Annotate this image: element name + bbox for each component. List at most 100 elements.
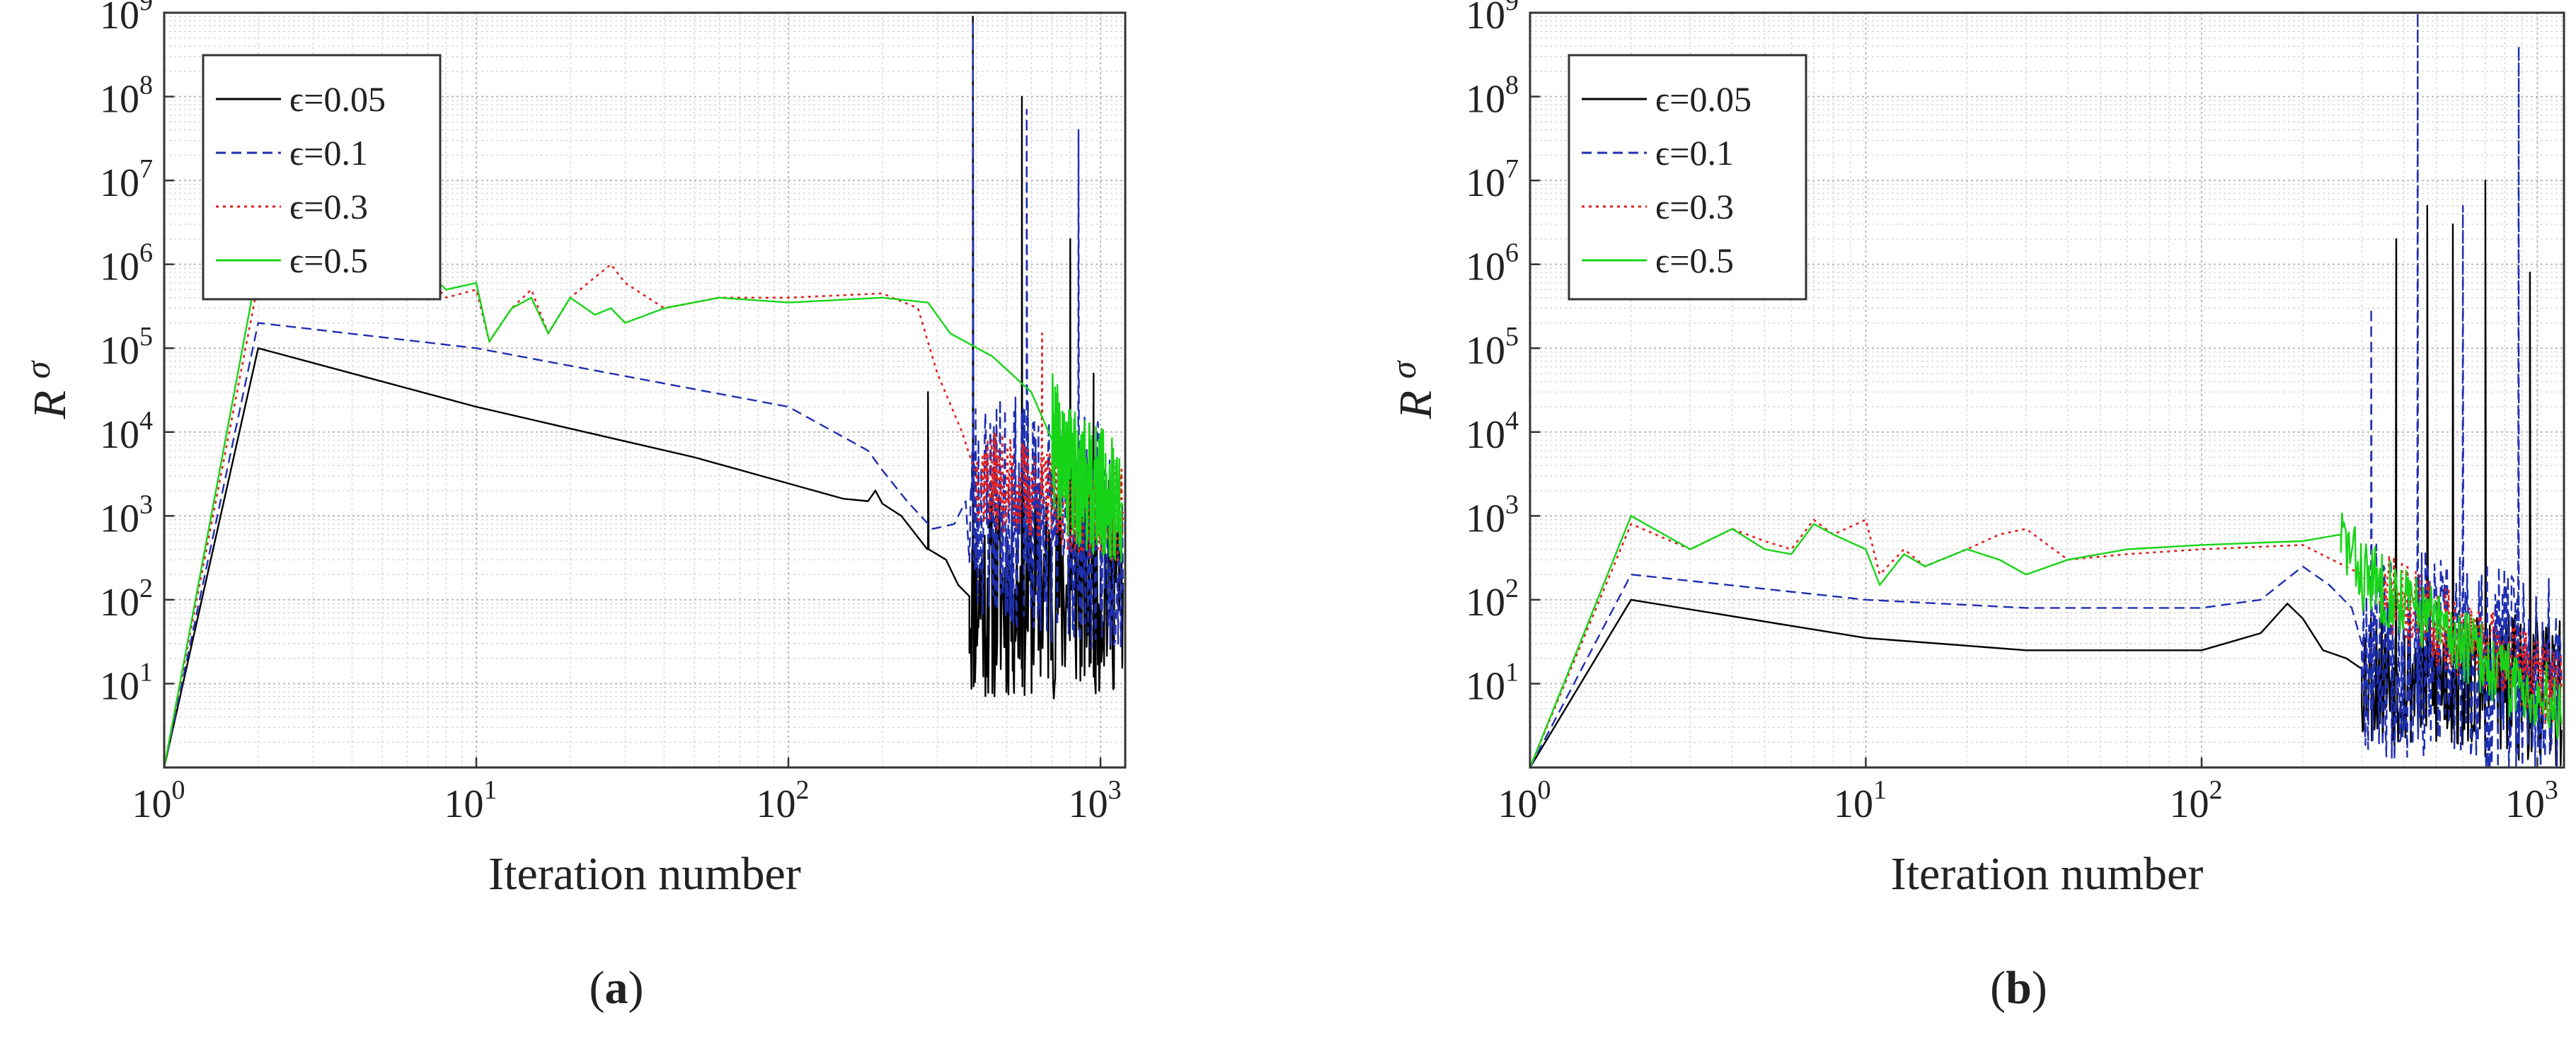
x-axis-label-a: Iteration number [488, 848, 801, 900]
x-tick-label: 100 [132, 775, 185, 826]
x-tick-base: 10 [132, 782, 172, 826]
panel-letter-b: b [2006, 962, 2032, 1014]
legend-label-a-0: ϵ=0.05 [289, 79, 386, 119]
x-tick-exponent: 2 [796, 775, 810, 805]
legend-label-a-2: ϵ=0.3 [289, 187, 368, 226]
y-tick-exponent: 7 [1505, 154, 1519, 184]
y-tick-base: 10 [100, 245, 139, 289]
y-tick-exponent: 4 [1505, 406, 1519, 436]
legend-label-b-3: ϵ=0.5 [1655, 241, 1734, 280]
y-tick-base: 10 [100, 497, 139, 540]
x-tick-label: 103 [1069, 775, 1122, 826]
y-tick-exponent: 9 [1505, 0, 1519, 16]
y-tick-exponent: 6 [1505, 238, 1519, 268]
y-tick-label: 109 [100, 0, 153, 37]
y-tick-label: 108 [1466, 71, 1519, 122]
panel-label-open-a: ( [590, 962, 605, 1014]
y-tick-exponent: 2 [139, 574, 153, 603]
plot-frame-b [1529, 11, 2565, 769]
y-tick-base: 10 [100, 664, 139, 708]
y-tick-label: 107 [100, 154, 153, 205]
y-tick-exponent: 2 [1505, 574, 1519, 603]
y-tick-label: 106 [100, 238, 153, 289]
plot-area-a [163, 16, 1125, 768]
y-tick-base: 10 [100, 581, 139, 625]
grid-b [1529, 13, 2564, 768]
panel-label-close-a: ) [628, 962, 644, 1014]
x-tick-label: 103 [2505, 775, 2558, 826]
y-tick-base: 10 [1466, 581, 1505, 625]
x-tick-exponent: 1 [1873, 775, 1887, 805]
y-tick-base: 10 [1466, 329, 1505, 373]
y-axis-label-main-b: R [1390, 390, 1442, 419]
y-axis-label-subscript-b: σ [1384, 359, 1423, 378]
legend-label-b-2: ϵ=0.3 [1655, 187, 1734, 226]
x-tick-base: 10 [444, 782, 484, 826]
y-tick-exponent: 3 [1505, 489, 1519, 519]
x-tick-base: 10 [2505, 782, 2545, 826]
y-tick-label: 101 [100, 657, 153, 708]
y-tick-label: 109 [1466, 0, 1519, 37]
x-tick-exponent: 3 [1108, 775, 1122, 805]
legend-items-b: ϵ=0.05 ϵ=0.1 ϵ=0.3 ϵ=0.5 [1582, 79, 1752, 280]
x-tick-exponent: 0 [172, 775, 185, 805]
y-tick-base: 10 [1466, 245, 1505, 289]
y-tick-label: 104 [1466, 406, 1519, 457]
legend-box-a [202, 54, 442, 301]
series-line-a-1 [163, 20, 1124, 768]
y-tick-base: 10 [1466, 413, 1505, 457]
series-line-b-3 [1529, 512, 2563, 768]
x-tick-label: 101 [444, 775, 498, 826]
x-tick-base: 10 [1069, 782, 1108, 826]
y-tick-base: 10 [100, 78, 139, 122]
legend-items-a: ϵ=0.05 ϵ=0.1 ϵ=0.3 ϵ=0.5 [216, 79, 386, 280]
y-tick-base: 10 [1466, 0, 1505, 37]
y-tick-label: 104 [100, 406, 153, 457]
x-tick-label: 102 [757, 775, 810, 826]
y-tick-label: 102 [1466, 574, 1519, 625]
y-tick-exponent: 5 [139, 322, 153, 352]
legend-label-a-1: ϵ=0.1 [289, 133, 368, 173]
y-tick-label: 103 [100, 489, 153, 540]
y-tick-base: 10 [1466, 78, 1505, 122]
x-tick-label: 101 [1834, 775, 1887, 826]
y-tick-base: 10 [1466, 161, 1505, 205]
x-tick-exponent: 3 [2545, 775, 2558, 805]
legend-b: ϵ=0.05 ϵ=0.1 ϵ=0.3 ϵ=0.5 [1568, 54, 1807, 301]
legend-a: ϵ=0.05 ϵ=0.1 ϵ=0.3 ϵ=0.5 [202, 54, 442, 301]
y-axis-label-b: R σ [1384, 359, 1442, 419]
y-tick-label: 102 [100, 574, 153, 625]
panel-letter-a: a [605, 962, 628, 1014]
series-line-b-1 [1529, 11, 2563, 769]
x-axis-ticks-a: 100 101 102 103 [132, 758, 1122, 826]
y-tick-base: 10 [1466, 497, 1505, 540]
y-tick-base: 10 [100, 329, 139, 373]
y-tick-exponent: 8 [139, 71, 153, 100]
y-tick-exponent: 1 [1505, 657, 1519, 687]
y-tick-exponent: 7 [139, 154, 153, 184]
y-tick-exponent: 6 [139, 238, 153, 268]
y-tick-label: 107 [1466, 154, 1519, 205]
x-tick-label: 102 [2169, 775, 2222, 826]
y-tick-base: 10 [100, 413, 139, 457]
y-tick-label: 105 [1466, 322, 1519, 373]
series-line-a-3 [163, 263, 1124, 768]
x-tick-label: 100 [1498, 775, 1551, 826]
panel-label-b: (b) [1990, 962, 2047, 1014]
legend-label-a-3: ϵ=0.5 [289, 241, 368, 280]
x-axis-ticks-b: 100 101 102 103 [1498, 758, 2558, 826]
y-axis-label-a: R σ [18, 359, 76, 419]
legend-label-b-0: ϵ=0.05 [1655, 79, 1752, 119]
y-tick-exponent: 9 [139, 0, 153, 16]
y-axis-label-main-a: R [24, 390, 76, 419]
x-axis-label-b: Iteration number [1891, 848, 2204, 900]
x-tick-base: 10 [1834, 782, 1873, 826]
plot-frame-a [163, 11, 1127, 769]
y-tick-exponent: 8 [1505, 71, 1519, 100]
panel-label-close-b: ) [2032, 962, 2047, 1014]
y-tick-label: 108 [100, 71, 153, 122]
